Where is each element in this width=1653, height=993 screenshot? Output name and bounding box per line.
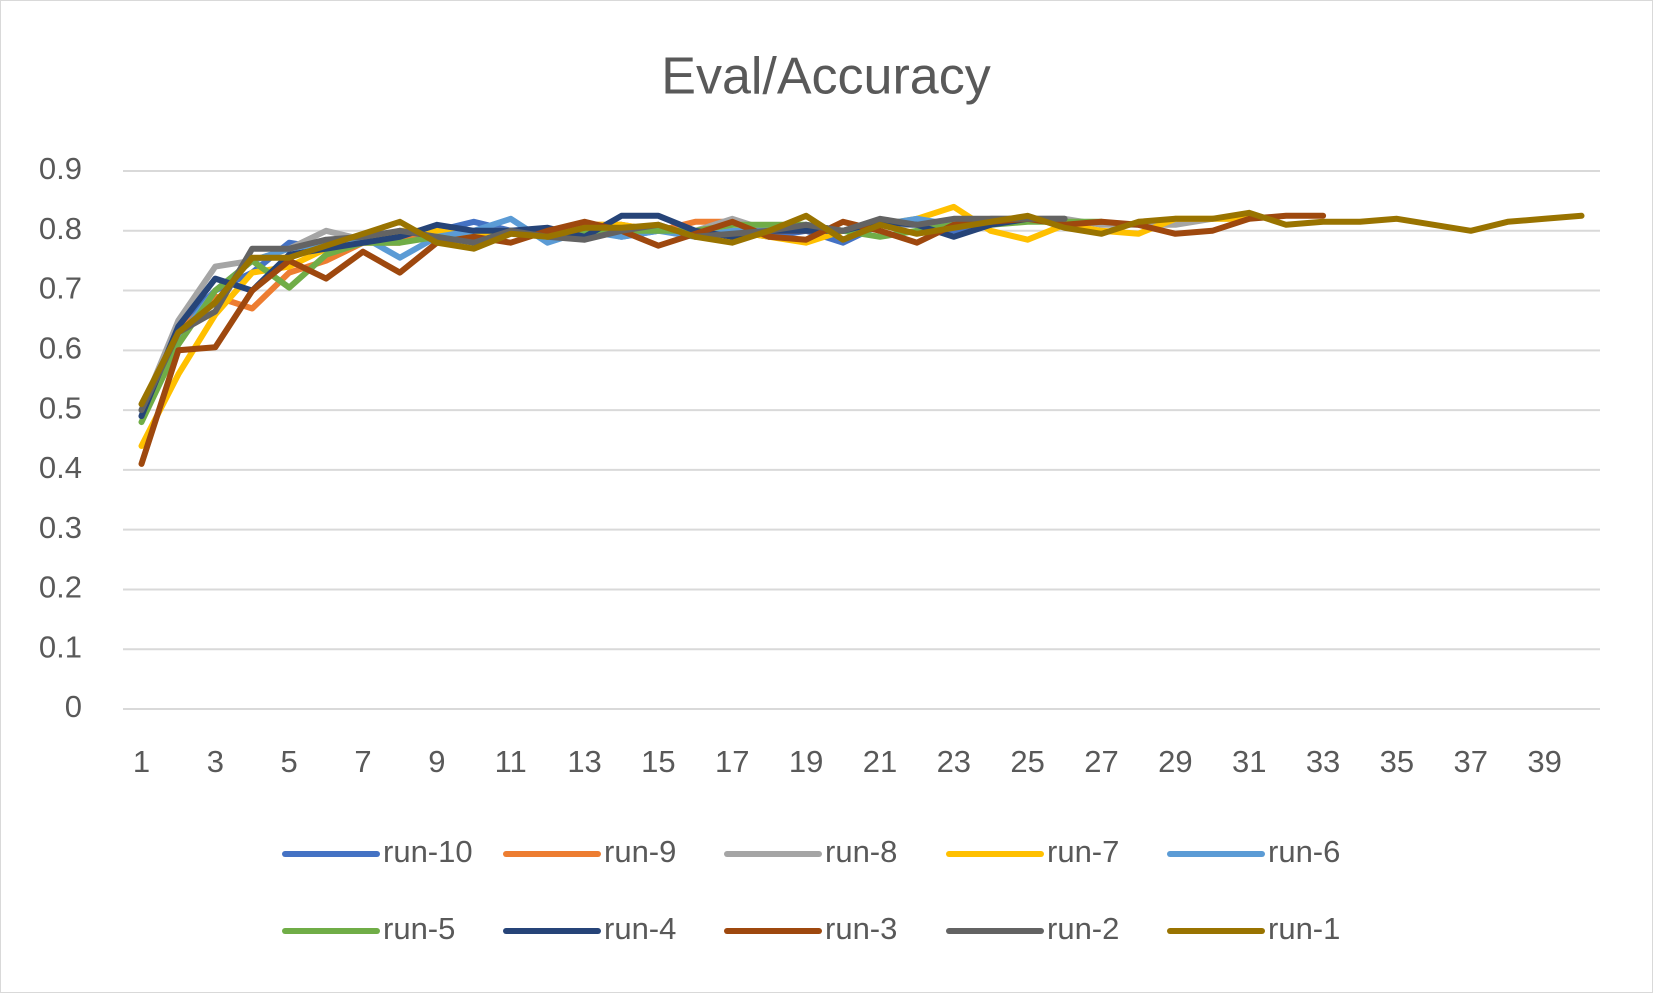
x-tick-label: 29 xyxy=(1158,744,1192,779)
x-tick-label: 33 xyxy=(1306,744,1340,779)
y-tick-label: 0.9 xyxy=(39,151,82,186)
x-tick-label: 39 xyxy=(1527,744,1561,779)
x-tick-label: 31 xyxy=(1232,744,1266,779)
x-tick-label: 9 xyxy=(428,744,445,779)
y-tick-label: 0.7 xyxy=(39,271,82,306)
x-tick-label: 15 xyxy=(641,744,675,779)
legend-label: run-5 xyxy=(383,911,455,946)
legend-label: run-9 xyxy=(604,834,676,869)
y-tick-label: 0.1 xyxy=(39,629,82,664)
legend-label: run-1 xyxy=(1268,911,1340,946)
legend-label: run-8 xyxy=(825,834,897,869)
x-tick-label: 11 xyxy=(495,744,527,779)
x-tick-label: 13 xyxy=(567,744,601,779)
chart-title: Eval/Accuracy xyxy=(661,48,990,106)
x-tick-label: 23 xyxy=(937,744,971,779)
x-tick-label: 1 xyxy=(133,744,150,779)
x-tick-label: 21 xyxy=(863,744,897,779)
x-tick-label: 25 xyxy=(1010,744,1044,779)
legend-label: run-7 xyxy=(1047,834,1119,869)
x-tick-label: 19 xyxy=(789,744,823,779)
x-tick-label: 27 xyxy=(1084,744,1118,779)
y-tick-label: 0.6 xyxy=(39,331,82,366)
x-tick-label: 3 xyxy=(207,744,224,779)
legend-label: run-10 xyxy=(383,834,473,869)
x-tick-label: 17 xyxy=(715,744,749,779)
legend-label: run-6 xyxy=(1268,834,1340,869)
y-tick-label: 0.4 xyxy=(39,450,82,485)
x-tick-label: 5 xyxy=(281,744,298,779)
x-tick-label: 7 xyxy=(354,744,371,779)
y-tick-label: 0.3 xyxy=(39,510,82,545)
y-tick-label: 0.8 xyxy=(39,211,82,246)
series-line xyxy=(138,209,1585,408)
series-line xyxy=(138,215,1068,414)
x-tick-label: 37 xyxy=(1454,744,1488,779)
legend-label: run-2 xyxy=(1047,911,1119,946)
x-tick-label: 35 xyxy=(1380,744,1414,779)
legend-label: run-4 xyxy=(604,911,676,946)
y-tick-label: 0 xyxy=(65,689,82,724)
y-tick-label: 0.5 xyxy=(39,390,82,425)
legend-label: run-3 xyxy=(825,911,897,946)
y-tick-label: 0.2 xyxy=(39,570,82,605)
